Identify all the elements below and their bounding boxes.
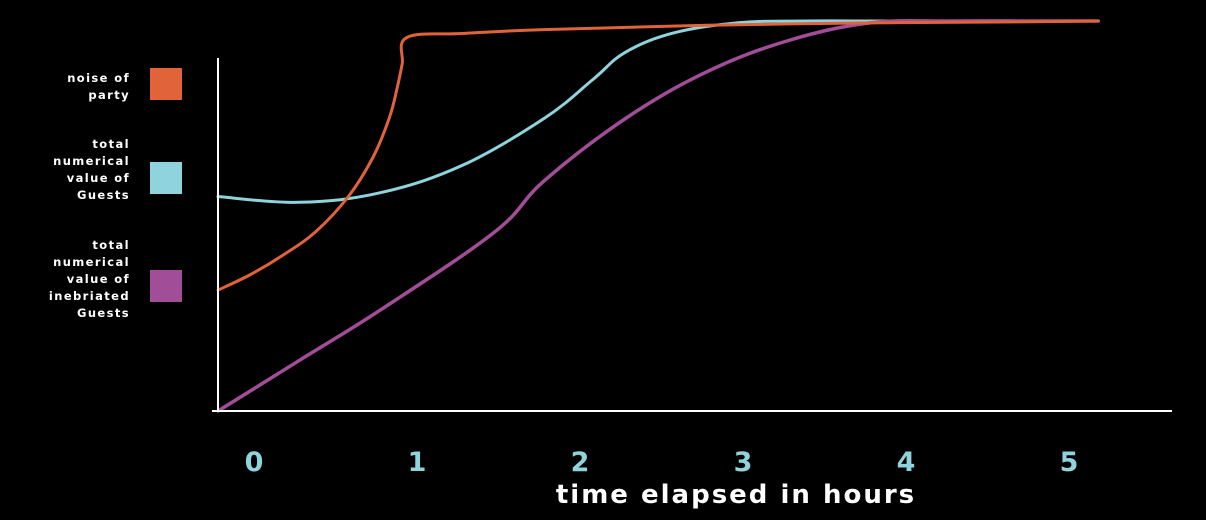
legend-swatch — [150, 162, 182, 194]
x-tick-label: 2 — [571, 447, 590, 478]
x-tick-label: 0 — [245, 447, 264, 478]
legend-entry-total-guests: total numerical value of Guests — [0, 136, 190, 204]
series-line-0 — [216, 19, 1100, 292]
legend-label: total numerical value of inebriated Gues… — [48, 238, 130, 320]
x-axis-title: time elapsed in hours — [556, 480, 916, 510]
legend-swatch — [150, 270, 182, 302]
x-tick-label: 5 — [1060, 447, 1079, 478]
legend-label: noise of party — [67, 71, 130, 102]
legend-swatch — [150, 68, 182, 100]
series-line-2 — [216, 19, 1100, 413]
legend-label: total numerical value of Guests — [53, 137, 130, 202]
x-tick-label: 4 — [897, 447, 916, 478]
series-line-1 — [216, 19, 1100, 204]
legend-entry-inebriated-guests: total numerical value of inebriated Gues… — [0, 237, 190, 322]
x-tick-label: 1 — [408, 447, 427, 478]
legend-entry-noise-of-party: noise of party — [0, 68, 190, 102]
x-tick-label: 3 — [734, 447, 753, 478]
